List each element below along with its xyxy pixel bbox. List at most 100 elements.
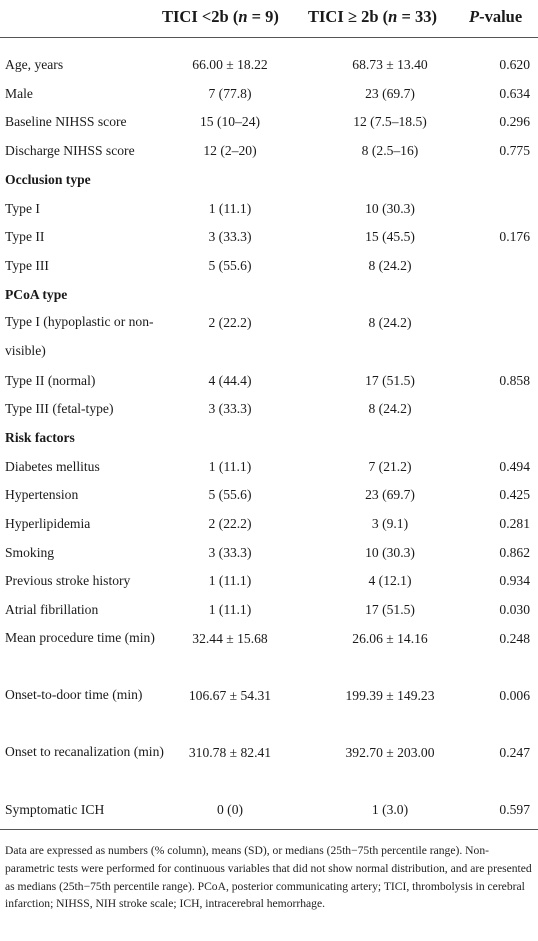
- table-row: Onset-to-door time (min) 106.67 ± 54.31 19…: [0, 681, 538, 738]
- value-tici-lt-2b: 15 (10–24): [199, 114, 261, 130]
- value-tici-ge-2b: 199.39 ± 149.23: [345, 688, 435, 703]
- value-tici-lt-2b: 12 (2–20): [203, 143, 257, 159]
- row-label: Hyperlipidemia: [5, 516, 91, 531]
- row-label: Baseline NIHSS score: [5, 114, 127, 130]
- table-row: Type III 5 (55.6) 8 (24.2): [0, 251, 538, 280]
- row-label: Type III: [5, 257, 49, 273]
- row-label: Discharge NIHSS score: [5, 143, 135, 159]
- p-value: 0.248: [499, 630, 530, 646]
- value-tici-lt-2b: 1 (11.1): [208, 573, 252, 589]
- value-tici-lt-2b: 2 (22.2): [208, 516, 252, 531]
- row-label: Type I (hypoplastic or non-visible): [5, 314, 154, 358]
- table-row: Type II (normal) 4 (44.4) 17 (51.5) 0.858: [0, 366, 538, 395]
- table-row: Baseline NIHSS score 15 (10–24) 12 (7.5–18…: [0, 107, 538, 136]
- row-label: Age, years: [5, 57, 64, 72]
- section-label: PCoA type: [5, 286, 68, 302]
- row-label: Symptomatic ICH: [5, 802, 105, 818]
- table-row: Hypertension 5 (55.6) 23 (69.7) 0.425: [0, 480, 538, 509]
- table-row: Discharge NIHSS score 12 (2–20) 8 (2.5–16)…: [0, 136, 538, 165]
- value-tici-lt-2b: 32.44 ± 15.68: [192, 630, 268, 646]
- table-row: Type II 3 (33.3) 15 (45.5) 0.176: [0, 222, 538, 251]
- table-row: Onset to recanalization (min) 310.78 ± 82…: [0, 738, 538, 795]
- value-tici-ge-2b: 26.06 ± 14.16: [352, 630, 428, 646]
- value-tici-ge-2b: 68.73 ± 13.40: [352, 57, 428, 72]
- value-tici-lt-2b: 1 (11.1): [208, 200, 252, 216]
- p-value: 0.934: [499, 573, 530, 589]
- value-tici-ge-2b: 8 (24.2): [368, 315, 412, 331]
- section-row: Occlusion type: [0, 165, 538, 194]
- row-label: Type III (fetal-type): [5, 401, 114, 417]
- row-label: Previous stroke history: [5, 573, 131, 589]
- row-label: Smoking: [5, 544, 55, 560]
- value-tici-ge-2b: 17 (51.5): [365, 372, 415, 388]
- p-value: 0.597: [499, 802, 530, 818]
- value-tici-lt-2b: 310.78 ± 82.41: [188, 745, 272, 761]
- row-label: Onset to recanalization (min): [5, 744, 164, 760]
- value-tici-lt-2b: 3 (33.3): [208, 229, 252, 245]
- p-value: 0.281: [499, 516, 530, 531]
- table-row: Symptomatic ICH 0 (0) 1 (3.0) 0.597: [0, 795, 538, 824]
- value-tici-ge-2b: 3 (9.1): [371, 516, 409, 531]
- table-row: Type I 1 (11.1) 10 (30.3): [0, 194, 538, 223]
- p-value: 0.634: [499, 85, 530, 101]
- table-row: Atrial fibrillation 1 (11.1) 17 (51.5) 0.03…: [0, 595, 538, 624]
- row-label: Type I: [5, 200, 40, 216]
- value-tici-lt-2b: 3 (33.3): [208, 544, 252, 560]
- p-value: 0.006: [499, 688, 530, 703]
- value-tici-lt-2b: 7 (77.8): [208, 85, 252, 101]
- table-row: Diabetes mellitus 1 (11.1) 7 (21.2) 0.494: [0, 452, 538, 481]
- header-rule: [0, 37, 538, 38]
- value-tici-lt-2b: 66.00 ± 18.22: [192, 57, 268, 72]
- table-row: Type III (fetal-type) 3 (33.3) 8 (24.2): [0, 394, 538, 423]
- row-label: Type II (normal): [5, 372, 96, 388]
- table-row: Type I (hypoplastic or non-visible) 2 (22…: [0, 308, 538, 365]
- value-tici-ge-2b: 10 (30.3): [365, 544, 415, 560]
- value-tici-lt-2b: 1 (11.1): [208, 602, 252, 618]
- value-tici-ge-2b: 392.70 ± 203.00: [345, 745, 435, 761]
- table-row: Smoking 3 (33.3) 10 (30.3) 0.862: [0, 538, 538, 567]
- value-tici-ge-2b: 8 (24.2): [368, 257, 412, 273]
- p-value: 0.030: [499, 602, 530, 618]
- section-label: Risk factors: [5, 429, 75, 445]
- row-label: Onset-to-door time (min): [5, 687, 143, 702]
- row-label: Diabetes mellitus: [5, 458, 100, 474]
- row-label: Atrial fibrillation: [5, 602, 99, 618]
- table-footnote: Data are expressed as numbers (% column)…: [5, 844, 532, 911]
- header-col-p-value: P-value: [469, 7, 523, 26]
- p-value: 0.858: [499, 372, 530, 388]
- table-row: Hyperlipidemia 2 (22.2) 3 (9.1) 0.281: [0, 509, 538, 538]
- value-tici-lt-2b: 5 (55.6): [208, 487, 252, 503]
- value-tici-ge-2b: 17 (51.5): [365, 602, 415, 618]
- row-label: Hypertension: [5, 487, 79, 503]
- row-label: Type II: [5, 229, 45, 245]
- p-value: 0.247: [499, 745, 530, 761]
- value-tici-ge-2b: 23 (69.7): [365, 487, 415, 503]
- table-row: Mean procedure time (min) 32.44 ± 15.68 26…: [0, 624, 538, 681]
- value-tici-lt-2b: 5 (55.6): [208, 257, 252, 273]
- value-tici-ge-2b: 12 (7.5–18.5): [353, 114, 427, 130]
- value-tici-lt-2b: 3 (33.3): [208, 401, 252, 417]
- p-value: 0.425: [499, 487, 530, 503]
- value-tici-lt-2b: 1 (11.1): [208, 458, 252, 474]
- value-tici-lt-2b: 0 (0): [216, 802, 244, 818]
- p-value: 0.176: [499, 229, 530, 245]
- p-value: 0.620: [499, 57, 530, 72]
- p-value: 0.775: [499, 143, 530, 159]
- header-col-tici-ge-2b: TICI ≥ 2b (n = 33): [308, 7, 437, 26]
- header-col-tici-lt-2b: TICI <2b (n = 9): [162, 7, 279, 26]
- bottom-rule: [0, 829, 538, 830]
- table-row: Age, years 66.00 ± 18.22 68.73 ± 13.40 0.62…: [0, 50, 538, 79]
- value-tici-ge-2b: 7 (21.2): [368, 458, 412, 474]
- value-tici-lt-2b: 4 (44.4): [208, 372, 252, 388]
- value-tici-ge-2b: 23 (69.7): [365, 85, 415, 101]
- section-row: Risk factors: [0, 423, 538, 452]
- p-value: 0.296: [499, 114, 530, 130]
- value-tici-ge-2b: 8 (24.2): [368, 401, 412, 417]
- section-row: PCoA type: [0, 280, 538, 309]
- row-label: Mean procedure time (min): [5, 629, 155, 645]
- value-tici-ge-2b: 1 (3.0): [371, 802, 409, 818]
- value-tici-ge-2b: 4 (12.1): [368, 573, 412, 589]
- value-tici-ge-2b: 15 (45.5): [365, 229, 415, 245]
- section-label: Occlusion type: [5, 171, 91, 187]
